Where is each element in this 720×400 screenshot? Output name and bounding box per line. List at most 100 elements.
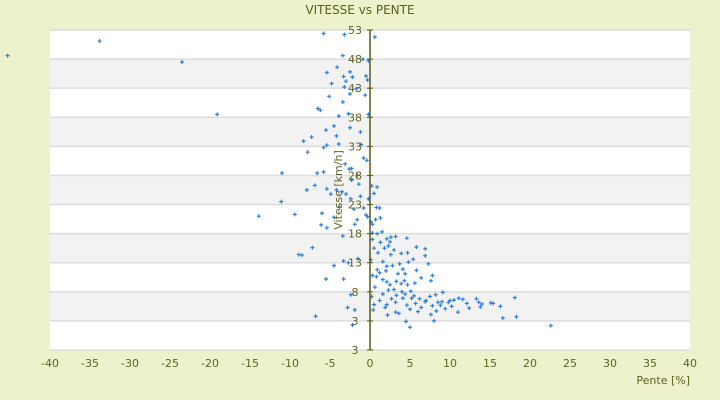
- data-point: [382, 246, 387, 251]
- x-tick-label: 10: [443, 357, 457, 370]
- data-point: [335, 65, 340, 70]
- data-point: [321, 169, 326, 174]
- data-point: [329, 81, 334, 86]
- data-point: [500, 316, 505, 320]
- data-point: [403, 292, 408, 297]
- y-tick-label: 38: [348, 111, 362, 124]
- data-point: [340, 53, 345, 58]
- data-point: [358, 129, 363, 134]
- data-point: [364, 158, 369, 163]
- data-point: [397, 261, 402, 266]
- data-point: [342, 85, 347, 90]
- x-tick-label: 0: [367, 357, 374, 370]
- y-tick-label: 18: [348, 228, 362, 241]
- data-point: [346, 111, 351, 116]
- data-point: [336, 142, 341, 147]
- data-point: [467, 306, 472, 311]
- data-point: [337, 205, 342, 210]
- data-point: [280, 171, 284, 176]
- data-point: [346, 260, 351, 265]
- data-point: [384, 264, 389, 269]
- x-tick-label: 20: [523, 357, 537, 370]
- data-point: [434, 309, 439, 314]
- data-point: [419, 305, 424, 310]
- data-point: [324, 225, 329, 230]
- data-point: [279, 199, 284, 204]
- data-point: [309, 135, 314, 140]
- data-point: [438, 303, 443, 308]
- data-point: [443, 306, 448, 311]
- data-point: [384, 236, 389, 241]
- y-tick-label: 48: [348, 53, 362, 66]
- data-point: [376, 250, 380, 255]
- x-tick-label: -25: [161, 357, 179, 370]
- x-tick-labels: -40 -35 -30 -25 -20 -15 -10 -5 0 5 10 15 20 25 30 35 40: [41, 357, 697, 370]
- data-point: [380, 229, 384, 234]
- data-point: [548, 323, 553, 328]
- data-point: [440, 290, 445, 295]
- data-point: [375, 267, 380, 272]
- data-point: [327, 94, 332, 99]
- data-point: [419, 275, 424, 280]
- data-point: [423, 253, 428, 258]
- data-point: [406, 260, 411, 265]
- data-point: [332, 263, 336, 268]
- data-point: [355, 173, 360, 178]
- data-point: [460, 297, 465, 302]
- data-point: [340, 233, 345, 238]
- data-point: [324, 143, 329, 148]
- data-point: [321, 31, 326, 36]
- chart-title: VITESSE vs PENTE: [305, 3, 414, 17]
- data-point: [350, 75, 355, 80]
- data-points: [5, 31, 553, 330]
- data-point: [404, 303, 409, 308]
- x-tick-label: -10: [281, 357, 299, 370]
- data-point: [292, 212, 297, 217]
- data-point: [355, 217, 360, 222]
- data-point: [394, 293, 399, 298]
- data-point: [328, 192, 333, 197]
- data-point: [385, 313, 390, 318]
- data-point: [356, 182, 361, 187]
- data-point: [97, 39, 102, 44]
- data-point: [404, 319, 408, 324]
- data-point: [350, 322, 355, 327]
- data-point: [512, 295, 517, 300]
- data-point: [414, 268, 419, 273]
- data-point: [348, 92, 352, 96]
- data-point: [372, 302, 376, 307]
- data-point: [321, 145, 326, 150]
- data-point: [372, 285, 377, 290]
- x-tick-label: 30: [603, 357, 617, 370]
- data-point: [343, 161, 348, 166]
- x-tick-label: -15: [241, 357, 259, 370]
- data-point: [354, 86, 359, 91]
- y-tick-label: 3: [352, 315, 359, 328]
- x-tick-label: 35: [643, 357, 657, 370]
- data-point: [324, 128, 328, 133]
- data-point: [344, 79, 348, 84]
- data-point: [370, 222, 375, 227]
- data-point: [393, 234, 398, 239]
- y-tick-label: 3: [352, 344, 359, 357]
- data-point: [408, 307, 412, 312]
- data-point: [361, 206, 366, 211]
- data-point: [412, 293, 416, 298]
- data-point: [370, 231, 375, 236]
- x-tick-label: -35: [81, 357, 99, 370]
- data-point: [423, 299, 428, 304]
- data-point: [448, 298, 452, 303]
- x-tick-label: -30: [121, 357, 139, 370]
- data-point: [370, 273, 375, 278]
- data-point: [324, 277, 328, 282]
- data-point: [394, 279, 399, 284]
- data-point: [392, 247, 396, 252]
- data-point: [392, 287, 396, 292]
- data-point: [480, 302, 484, 307]
- y-tick-label: 8: [352, 286, 359, 299]
- data-point: [318, 108, 323, 113]
- data-point: [426, 261, 431, 266]
- data-point: [373, 217, 378, 222]
- data-point: [312, 183, 317, 188]
